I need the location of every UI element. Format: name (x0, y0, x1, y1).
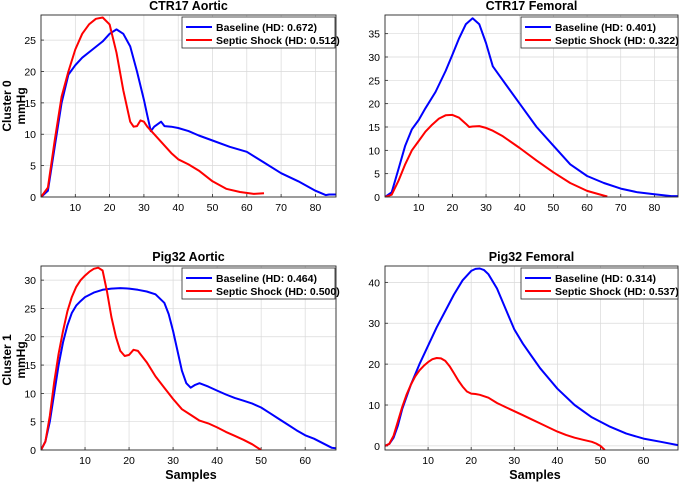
y-tick-label: 5 (30, 161, 36, 173)
x-tick-label: 10 (79, 455, 91, 467)
x-tick-label: 50 (207, 202, 219, 214)
y-tick-label: 10 (24, 129, 36, 141)
y-tick-label: 25 (368, 75, 380, 87)
septic-shock-series-line (385, 113, 608, 197)
y-tick-label: 30 (24, 275, 36, 287)
x-tick-label: 60 (241, 202, 253, 214)
legend-label-septic-shock: Septic Shock (HD: 0.512) (216, 35, 340, 47)
x-tick-label: 20 (465, 455, 477, 467)
row-label-cluster-0: Cluster 0 (0, 80, 14, 132)
y-tick-label: 40 (368, 277, 380, 289)
x-tick-label: 60 (299, 455, 311, 467)
xlabel-left: Samples (165, 468, 216, 482)
chart-title: CTR17 Aortic (149, 0, 228, 13)
y-tick-label: 20 (24, 332, 36, 344)
septic-shock-series-line (41, 16, 265, 197)
y-tick-label: 0 (374, 192, 380, 204)
x-tick-label: 40 (172, 202, 184, 214)
x-tick-label: 30 (508, 455, 520, 467)
y-tick-label: 10 (368, 145, 380, 157)
x-tick-label: 50 (548, 202, 560, 214)
x-tick-label: 40 (211, 455, 223, 467)
axes-frame (40, 265, 337, 451)
x-tick-label: 60 (581, 202, 593, 214)
x-tick-label: 10 (69, 202, 81, 214)
y-tick-label: 25 (24, 35, 36, 47)
legend-box (520, 267, 679, 300)
x-tick-label: 80 (310, 202, 322, 214)
x-tick-label: 70 (615, 202, 627, 214)
y-tick-label: 30 (368, 318, 380, 330)
baseline-series-line (385, 17, 678, 197)
series-group (41, 16, 336, 197)
legend-box (181, 267, 336, 300)
legend-label-baseline: Baseline (HD: 0.401) (555, 22, 656, 34)
y-tick-label: 20 (24, 66, 36, 78)
chart-title: CTR17 Femoral (486, 0, 578, 13)
y-tick-label: 5 (374, 169, 380, 181)
legend-label-baseline: Baseline (HD: 0.672) (216, 22, 317, 34)
y-tick-label: 10 (24, 388, 36, 400)
x-tick-label: 20 (104, 202, 116, 214)
septic-shock-series-line (385, 357, 606, 450)
legend-label-baseline: Baseline (HD: 0.314) (555, 273, 656, 285)
y-tick-label: 20 (368, 99, 380, 111)
baseline-series-line (41, 287, 336, 450)
series-group (385, 267, 678, 450)
panel-ctr17-femoral: 10 20 30 40 50 60 70 80 0 5 10 15 20 25 30 35 CTR17 Femo… (368, 0, 678, 214)
y-tick-label: 10 (368, 400, 380, 412)
x-tick-label: 20 (123, 455, 135, 467)
x-tick-label: 40 (514, 202, 526, 214)
legend-label-septic-shock: Septic Shock (HD: 0.322) (555, 35, 679, 47)
legend-box (520, 16, 679, 49)
chart-title: Pig32 Aortic (152, 250, 225, 264)
y-tick-label: 25 (24, 303, 36, 315)
axes-frame (384, 265, 679, 451)
y-tick-label: 30 (368, 52, 380, 64)
y-tick-label: 35 (368, 29, 380, 41)
panel-pig32-aortic: 10 20 30 40 50 60 0 5 10 15 20 25 30 Pig32 Aortic Base… (24, 250, 339, 467)
y-tick-label: 0 (374, 441, 380, 453)
xlabel-right: Samples (509, 468, 560, 482)
x-tick-label: 10 (422, 455, 434, 467)
legend-label-septic-shock: Septic Shock (HD: 0.500) (216, 286, 340, 298)
y-tick-label: 15 (24, 360, 36, 372)
x-tick-label: 30 (138, 202, 150, 214)
y-tick-label: 5 (30, 417, 36, 429)
ylabel-row-0: mmHg (14, 87, 28, 124)
x-tick-label: 20 (447, 202, 459, 214)
legend-label-baseline: Baseline (HD: 0.464) (216, 273, 317, 285)
axes-frame (40, 14, 337, 198)
y-tick-label: 15 (24, 98, 36, 110)
x-tick-label: 10 (413, 202, 425, 214)
y-tick-label: 20 (368, 359, 380, 371)
x-tick-label: 60 (638, 455, 650, 467)
septic-shock-series-line (41, 266, 262, 450)
y-tick-label: 0 (30, 445, 36, 457)
y-tick-label: 0 (30, 192, 36, 204)
panel-pig32-femoral: 10 20 30 40 50 60 0 10 20 30 40 Pig32 Femoral Baseli… (368, 250, 678, 467)
series-group (41, 266, 336, 450)
y-tick-label: 15 (368, 122, 380, 134)
series-group (385, 17, 678, 197)
axes-frame (384, 14, 679, 198)
legend-label-septic-shock: Septic Shock (HD: 0.537) (555, 286, 679, 298)
legend-box (181, 16, 336, 49)
x-tick-label: 30 (480, 202, 492, 214)
x-tick-label: 30 (167, 455, 179, 467)
chart-title: Pig32 Femoral (489, 250, 574, 264)
row-label-cluster-1: Cluster 1 (0, 334, 14, 386)
ylabel-row-1: mmHg (14, 341, 28, 378)
x-tick-label: 80 (649, 202, 661, 214)
panel-ctr17-aortic: 10 20 30 40 50 60 70 80 0 5 10 15 20 25 CTR17 Aortic Ba… (24, 0, 339, 214)
baseline-series-line (41, 28, 336, 197)
x-tick-label: 50 (595, 455, 607, 467)
x-tick-label: 50 (255, 455, 267, 467)
x-tick-label: 40 (552, 455, 564, 467)
x-tick-label: 70 (275, 202, 287, 214)
